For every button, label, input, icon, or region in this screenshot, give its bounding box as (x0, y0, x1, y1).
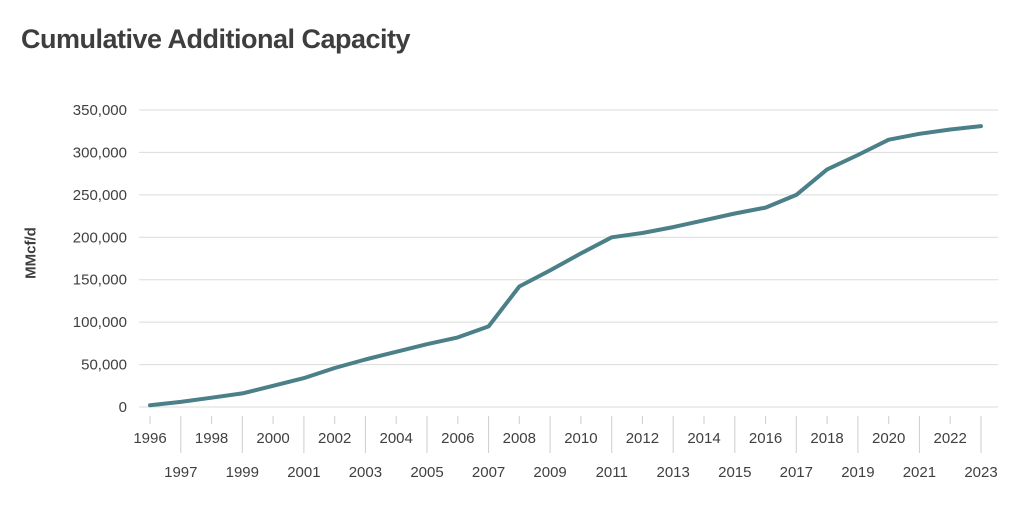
x-tick-label: 2013 (657, 464, 690, 481)
x-tick-label: 1996 (133, 430, 166, 447)
x-tick-label: 2022 (934, 430, 967, 447)
y-tick-label: 100,000 (73, 314, 127, 331)
x-tick-label: 2001 (287, 464, 320, 481)
x-tick-label: 2002 (318, 430, 351, 447)
x-tick-label: 2011 (596, 464, 628, 481)
x-tick-label: 1998 (195, 430, 228, 447)
x-tick-label: 1997 (164, 464, 197, 481)
x-tick-label: 2005 (410, 464, 443, 481)
y-tick-label: 350,000 (73, 102, 127, 119)
x-tick-label: 2004 (380, 430, 413, 447)
x-tick-label: 2019 (841, 464, 874, 481)
y-tick-label: 200,000 (73, 229, 127, 246)
x-tick-label: 2023 (964, 464, 997, 481)
x-tick-label: 2003 (349, 464, 382, 481)
x-tick-label: 2008 (503, 430, 536, 447)
x-tick-label: 2006 (441, 430, 474, 447)
x-tick-label: 2017 (780, 464, 813, 481)
x-tick-label: 2020 (872, 430, 905, 447)
x-tick-label: 2012 (626, 430, 659, 447)
y-tick-label: 50,000 (81, 357, 127, 374)
x-tick-label: 2014 (687, 430, 720, 447)
x-tick-label: 1999 (226, 464, 259, 481)
capacity-line-series (148, 124, 983, 408)
x-tick-label: 2015 (718, 464, 751, 481)
x-tick-label: 2007 (472, 464, 505, 481)
y-tick-label: 150,000 (73, 272, 127, 289)
y-tick-label: 250,000 (73, 187, 127, 204)
x-tick-label: 2009 (533, 464, 566, 481)
x-tick-label: 2021 (903, 464, 936, 481)
x-tick-label: 2000 (256, 430, 289, 447)
x-tick-label: 2018 (810, 430, 843, 447)
y-tick-label: 0 (119, 399, 127, 416)
x-tick-label: 2016 (749, 430, 782, 447)
y-tick-label: 300,000 (73, 144, 127, 161)
chart-title: Cumulative Additional Capacity (21, 24, 411, 54)
x-tick-label: 2010 (564, 430, 597, 447)
